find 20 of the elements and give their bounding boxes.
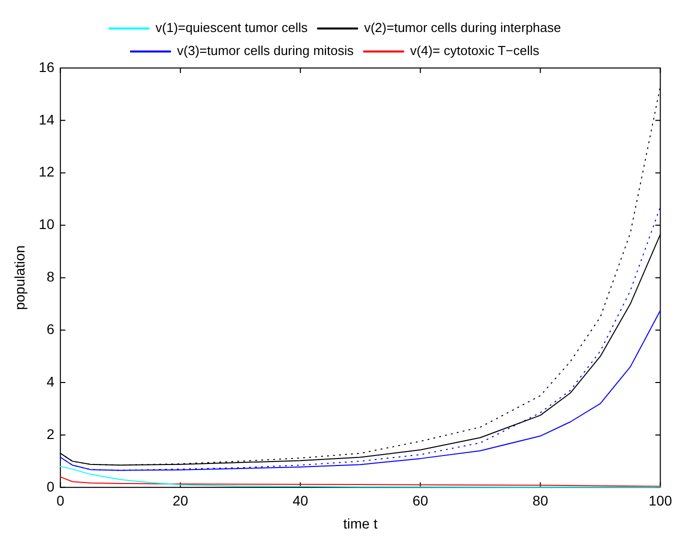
x-tick-label: 60	[412, 492, 428, 509]
x-axis-title: time t	[343, 515, 378, 532]
y-tick-label: 8	[46, 268, 55, 285]
y-tick-label: 12	[38, 164, 55, 180]
x-tick-label: 40	[292, 492, 308, 509]
y-tick-label: 0	[46, 478, 55, 494]
y-tick-label: 4	[46, 373, 55, 390]
legend-label: v(1)=quiescent tumor cells	[156, 20, 308, 36]
y-axis-title: population	[11, 245, 28, 310]
x-tick-label: 80	[532, 492, 548, 509]
x-tick-label: 20	[172, 492, 188, 509]
y-tick-label: 6	[46, 320, 55, 337]
legend-label: v(3)=tumor cells during mitosis	[177, 43, 354, 58]
legend-label: v(4)= cytotoxic T−cells	[410, 43, 540, 58]
x-tick-label: 100	[648, 492, 672, 509]
y-tick-label: 16	[38, 58, 55, 75]
y-tick-label: 2	[46, 426, 55, 442]
y-tick-label: 14	[38, 111, 55, 128]
legend-label: v(2)=tumor cells during interphase	[364, 20, 561, 36]
y-tick-label: 10	[38, 216, 55, 232]
